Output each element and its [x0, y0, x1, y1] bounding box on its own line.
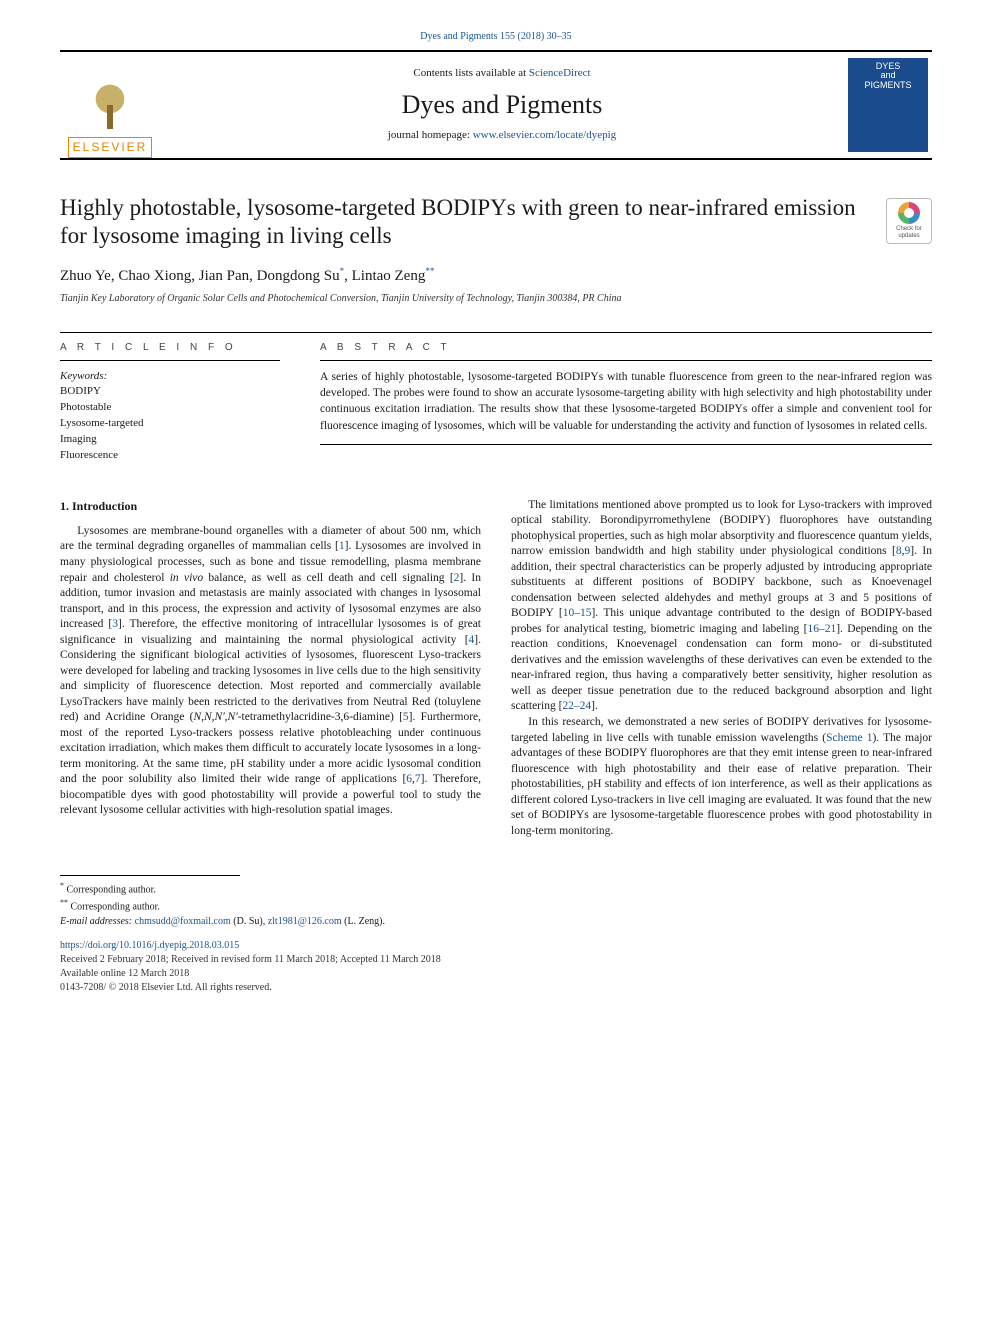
article-info-heading: A R T I C L E I N F O: [60, 333, 280, 361]
email-link[interactable]: chmsudd@foxmail.com: [135, 916, 231, 927]
email-link[interactable]: zlt1981@126.com: [268, 916, 342, 927]
article-info-abstract-row: A R T I C L E I N F O Keywords: BODIPY P…: [60, 332, 932, 464]
keyword: Fluorescence: [60, 448, 280, 464]
body-paragraph: In this research, we demonstrated a new …: [511, 715, 932, 839]
abstract-text: A series of highly photostable, lysosome…: [320, 369, 932, 433]
homepage-prefix: journal homepage:: [388, 129, 473, 141]
running-head: Dyes and Pigments 155 (2018) 30–35: [60, 30, 932, 44]
journal-banner: ELSEVIER Contents lists available at Sci…: [60, 50, 932, 160]
publisher-logo-block: ELSEVIER: [60, 52, 160, 158]
doi-link[interactable]: https://doi.org/10.1016/j.dyepig.2018.03…: [60, 940, 239, 951]
keyword: BODIPY: [60, 384, 280, 400]
keyword: Photostable: [60, 400, 280, 416]
journal-homepage-link[interactable]: www.elsevier.com/locate/dyepig: [473, 129, 616, 141]
keywords-list: BODIPY Photostable Lysosome-targeted Ima…: [60, 384, 280, 464]
scheme-link[interactable]: Scheme 1: [826, 732, 872, 744]
received-line: Received 2 February 2018; Received in re…: [60, 953, 932, 967]
divider: [320, 444, 932, 445]
footnote-line: * Corresponding author.: [60, 880, 932, 897]
footnote-line: ** Corresponding author.: [60, 897, 932, 914]
journal-title: Dyes and Pigments: [160, 87, 844, 122]
elsevier-tree-icon: [80, 75, 140, 135]
footnotes: * Corresponding author. ** Corresponding…: [60, 880, 932, 929]
article-info-col: A R T I C L E I N F O Keywords: BODIPY P…: [60, 333, 280, 464]
journal-cover-thumb: DYES and PIGMENTS: [848, 58, 928, 152]
divider: [60, 360, 280, 361]
running-head-link[interactable]: Dyes and Pigments 155 (2018) 30–35: [420, 31, 571, 42]
corr-mark-2[interactable]: **: [425, 266, 434, 276]
sciencedirect-link[interactable]: ScienceDirect: [529, 67, 591, 79]
check-for-updates-badge[interactable]: Check for updates: [886, 198, 932, 244]
publisher-name: ELSEVIER: [68, 137, 153, 157]
cover-title: DYES and PIGMENTS: [864, 62, 911, 92]
check-updates-label: Check for updates: [887, 226, 931, 239]
available-line: Available online 12 March 2018: [60, 967, 932, 981]
abstract-col: A B S T R A C T A series of highly photo…: [320, 333, 932, 464]
citation-link[interactable]: 10–15: [563, 607, 592, 619]
body-paragraph: Lysosomes are membrane-bound organelles …: [60, 524, 481, 819]
citation-link[interactable]: 16–21: [807, 623, 836, 635]
abstract-heading: A B S T R A C T: [320, 333, 932, 361]
article-title: Highly photostable, lysosome-targeted BO…: [60, 194, 932, 252]
homepage-line: journal homepage: www.elsevier.com/locat…: [160, 128, 844, 143]
copyright-line: 0143-7208/ © 2018 Elsevier Ltd. All righ…: [60, 981, 932, 995]
contents-line: Contents lists available at ScienceDirec…: [160, 66, 844, 81]
keywords-label: Keywords:: [60, 369, 280, 384]
citation-link[interactable]: 22–24: [562, 700, 591, 712]
crossmark-icon: [898, 202, 920, 224]
affiliation: Tianjin Key Laboratory of Organic Solar …: [60, 292, 932, 306]
doi-block: https://doi.org/10.1016/j.dyepig.2018.03…: [60, 939, 932, 995]
body-paragraph: The limitations mentioned above prompted…: [511, 498, 932, 715]
keyword: Lysosome-targeted: [60, 416, 280, 432]
contents-prefix: Contents lists available at: [413, 67, 528, 79]
body-two-columns: 1. Introduction Lysosomes are membrane-b…: [60, 498, 932, 839]
banner-center: Contents lists available at ScienceDirec…: [160, 52, 844, 158]
divider: [320, 360, 932, 361]
authors-line: Zhuo Ye, Chao Xiong, Jian Pan, Dongdong …: [60, 265, 932, 286]
footnote-emails: E-mail addresses: chmsudd@foxmail.com (D…: [60, 915, 932, 929]
footnote-rule: [60, 875, 240, 876]
section-heading-1: 1. Introduction: [60, 498, 481, 514]
keyword: Imaging: [60, 432, 280, 448]
